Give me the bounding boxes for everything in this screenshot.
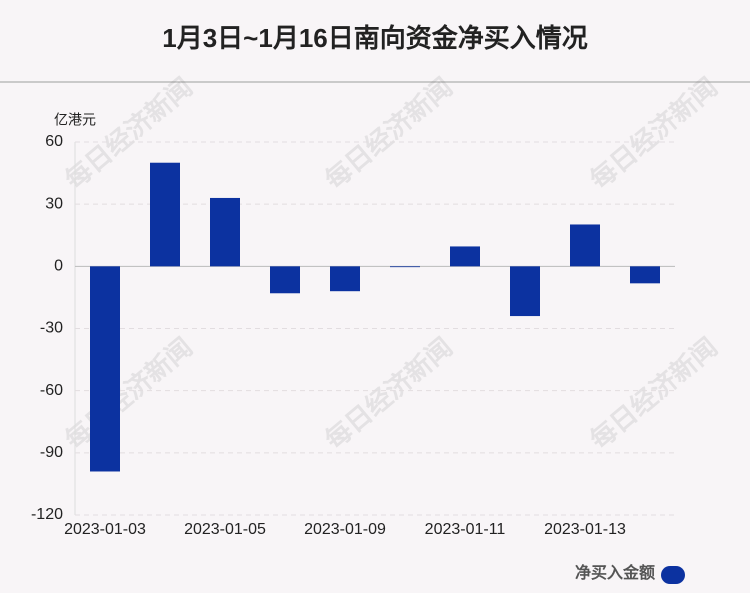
bar [510,266,540,317]
y-tick-label: 60 [45,133,63,150]
bar [450,246,480,267]
legend-swatch [661,566,685,584]
x-tick-label: 2023-01-03 [64,521,146,538]
legend-label: 净买入金额 [575,563,655,582]
bar [330,266,360,292]
x-tick-label: 2023-01-13 [544,521,626,538]
bar [210,197,240,267]
watermark: 每日经济新闻 [319,332,458,455]
y-tick-label: 0 [54,258,63,275]
bar [90,266,120,472]
y-tick-label: -60 [40,382,63,399]
x-tick-label: 2023-01-09 [304,521,386,538]
y-tick-label: -90 [40,444,63,461]
watermark: 每日经济新闻 [584,332,723,455]
chart-title: 1月3日~1月16日南向资金净买入情况 [162,23,587,53]
bar [630,266,660,284]
watermark: 每日经济新闻 [584,72,723,195]
x-tick-label: 2023-01-05 [184,521,266,538]
bar [570,224,600,267]
bar [270,266,300,294]
y-tick-label: 30 [45,195,63,212]
bar [390,266,420,268]
y-tick-label: -120 [31,506,63,523]
y-tick-label: -30 [40,320,63,337]
watermark: 每日经济新闻 [319,72,458,195]
bar [150,162,180,267]
x-tick-label: 2023-01-11 [425,521,506,538]
watermark: 每日经济新闻 [59,332,198,455]
y-axis-unit: 亿港元 [54,112,96,128]
